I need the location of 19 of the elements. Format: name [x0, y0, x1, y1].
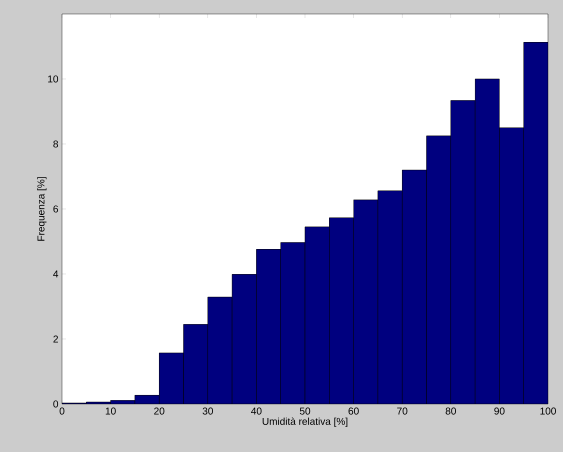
x-tick-label: 60 [348, 408, 359, 415]
x-tick-label: 100 [540, 408, 556, 415]
y-tick-label: 0 [53, 400, 58, 408]
x-tick-label: 40 [251, 408, 262, 415]
x-tick-label: 30 [202, 408, 213, 415]
y-tick-label: 2 [53, 336, 58, 342]
x-tick-label: 50 [300, 408, 310, 415]
y-axis-title: Frequenza [%] [37, 177, 46, 241]
y-tick-label: 6 [53, 205, 58, 213]
x-tick-label: 20 [154, 408, 164, 415]
y-tick-label: 10 [48, 75, 58, 83]
x-tick-label: 0 [60, 408, 64, 415]
x-tick-label: 90 [494, 408, 505, 415]
x-axis-title: Umidità relativa [%] [262, 417, 348, 427]
x-tick-label: 70 [397, 408, 408, 415]
x-tick-label: 80 [446, 408, 456, 415]
y-tick-label: 4 [53, 270, 58, 278]
y-tick-label: 8 [53, 140, 58, 148]
x-tick-label: 10 [106, 408, 116, 415]
